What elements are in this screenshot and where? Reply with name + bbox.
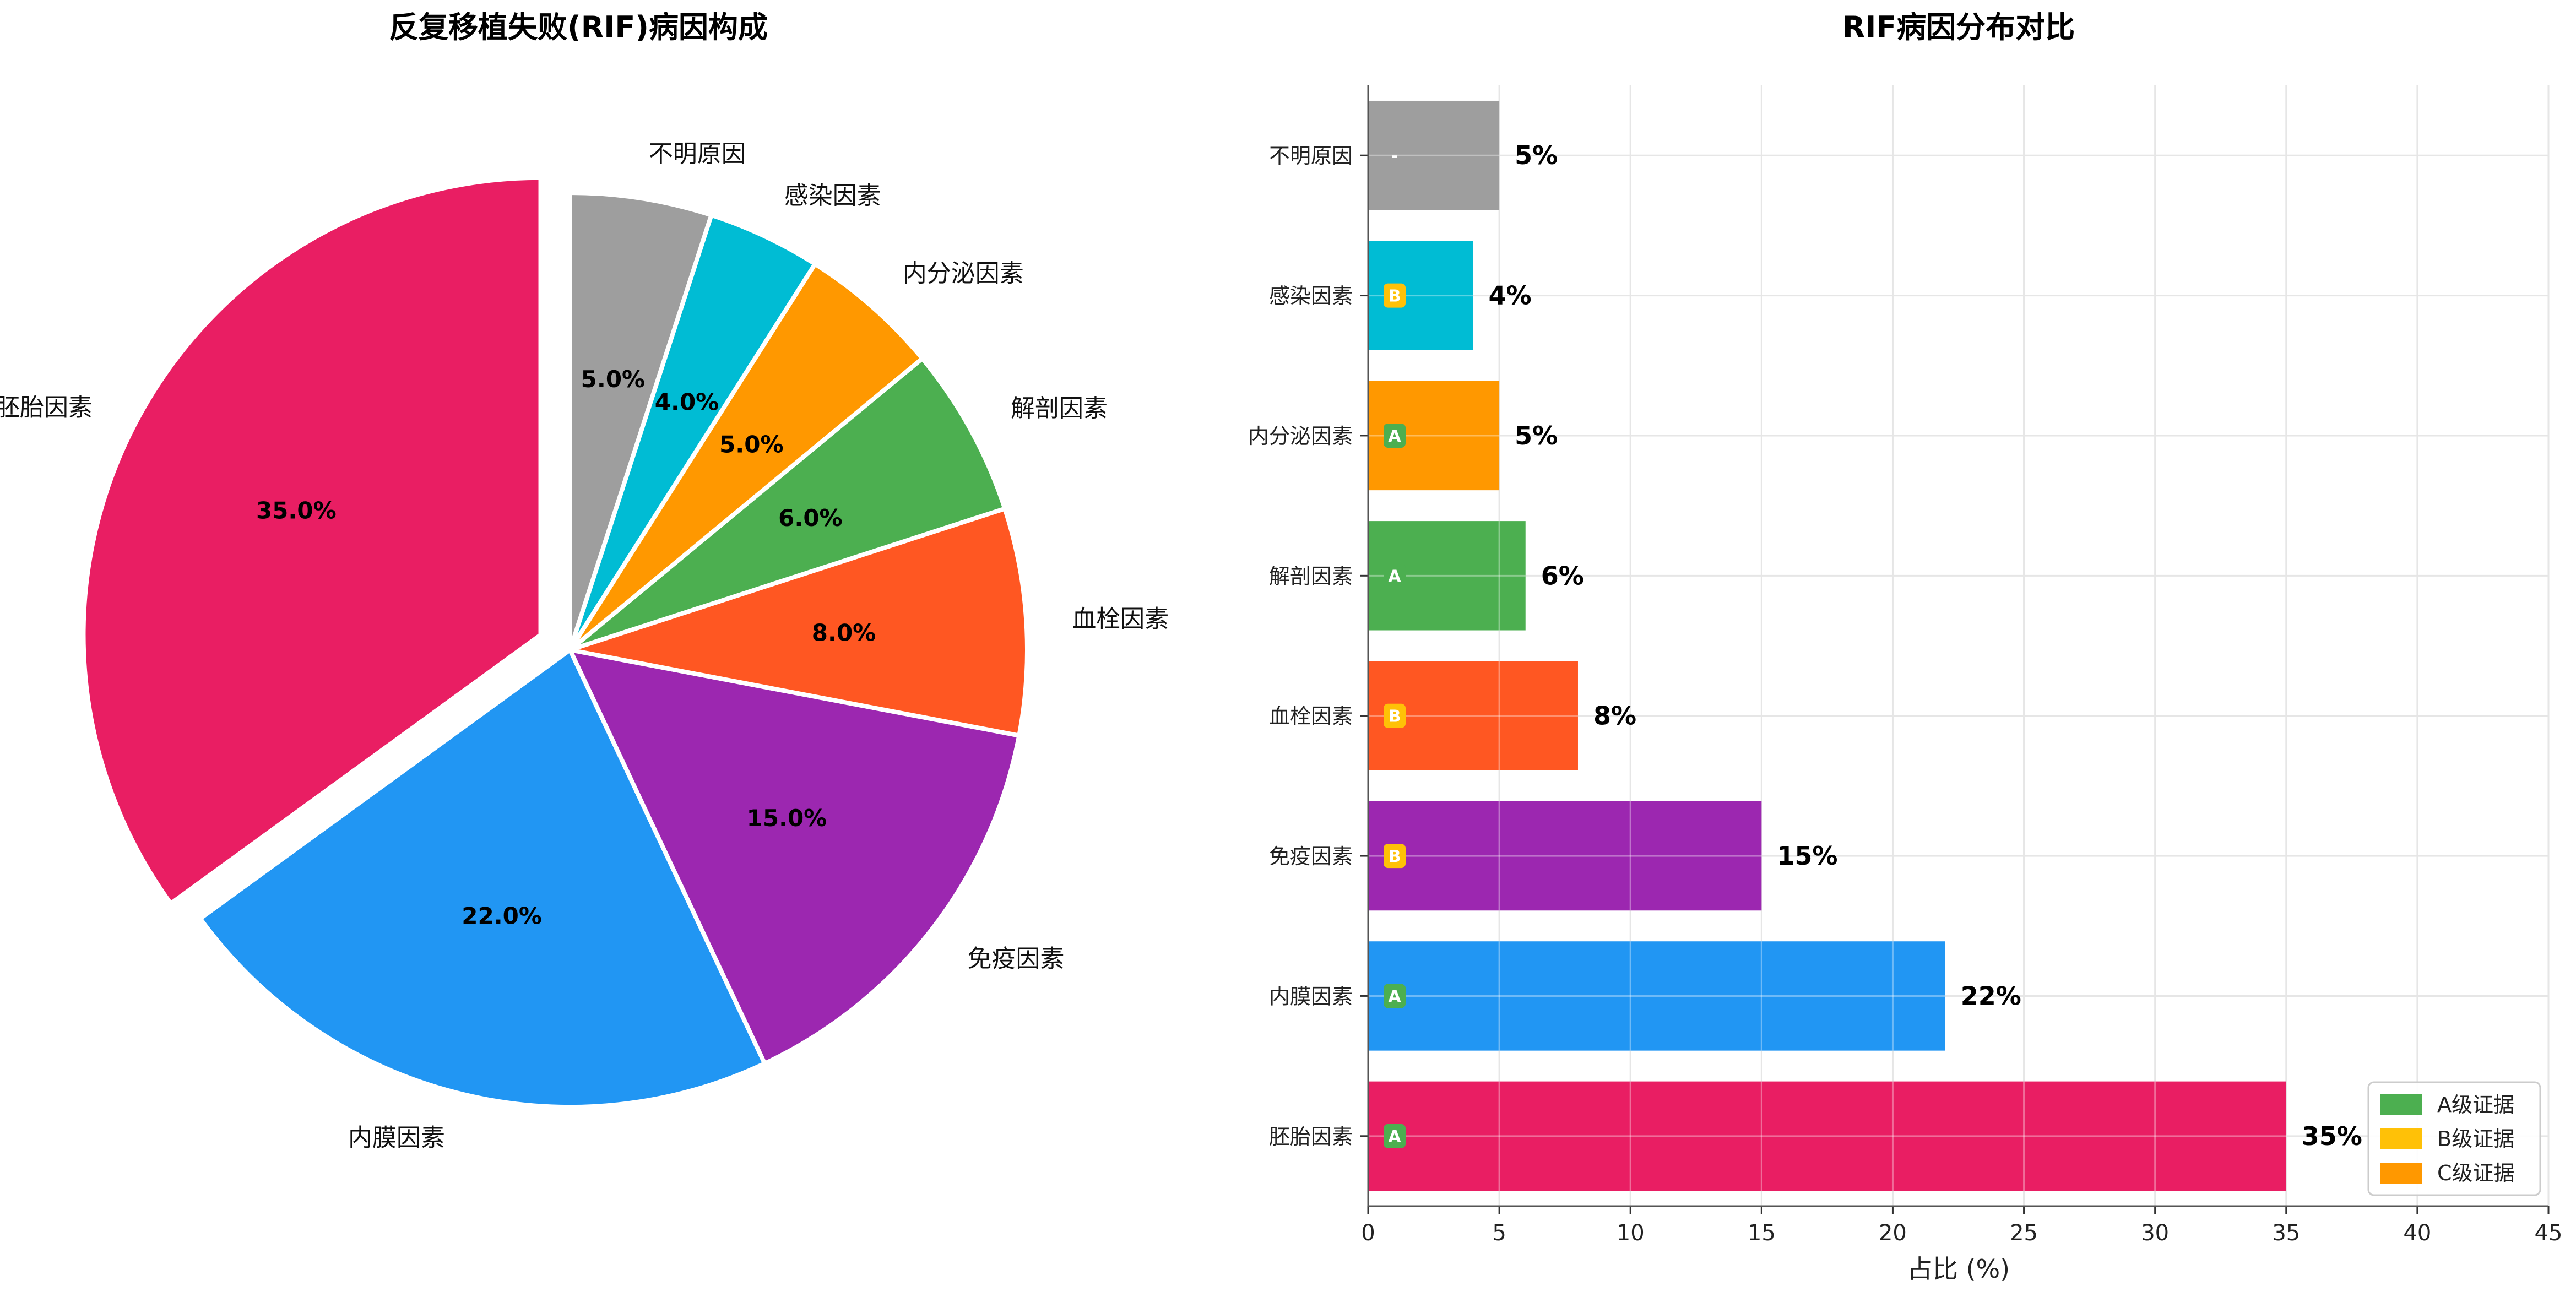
x-tick-label-item-5: 25 xyxy=(2010,1220,2038,1246)
bar-title: RIF病因分布对比 xyxy=(1842,10,2075,45)
pie-category-label-item-3: 血栓因素 xyxy=(1072,605,1169,633)
x-tick-label-item-6: 30 xyxy=(2141,1220,2169,1246)
x-tick-label-item-1: 5 xyxy=(1492,1220,1506,1246)
pie-pct-label-item-6: 4.0% xyxy=(655,388,719,415)
bar-item-0 xyxy=(1368,1081,2286,1191)
legend-swatch-item-0 xyxy=(2380,1094,2422,1115)
pie-slice-item-7 xyxy=(568,191,714,652)
pie-pct-label-item-5: 5.0% xyxy=(719,431,783,458)
bar-axes: 0 5 10 15 20 25 30 35 40 45 胚胎因素 内膜因素 免疫因素 血栓因素 解剖因素 内分… xyxy=(1248,85,2562,1246)
bar-value-label-item-6: 4% xyxy=(1488,281,1531,311)
y-category-label-item-7: 不明原因 xyxy=(1269,144,1353,168)
pie-slice-item-5 xyxy=(568,262,925,652)
pie-category-label-item-0: 胚胎因素 xyxy=(0,393,93,421)
evidence-badge-text-item-3: B xyxy=(1389,707,1401,726)
pie-category-label-item-4: 解剖因素 xyxy=(1011,394,1108,422)
pie-slice-item-6 xyxy=(568,213,817,652)
pie-chart: 反复移植失败(RIF)病因构成 35.0% 胚胎因素 22.0% 内膜因素 15.0% 免… xyxy=(0,10,1169,1152)
evidence-badge-text-item-1: A xyxy=(1388,987,1401,1006)
y-category-label-item-5: 内分泌因素 xyxy=(1248,424,1353,448)
evidence-badge-text-item-2: B xyxy=(1389,847,1401,866)
x-tick-label-item-3: 15 xyxy=(1748,1220,1776,1246)
x-tick-label-item-4: 20 xyxy=(1879,1220,1907,1246)
pie-category-label-item-6: 感染因素 xyxy=(784,182,881,210)
bar-value-label-item-3: 8% xyxy=(1593,701,1636,731)
evidence-badge-item-2 xyxy=(1384,844,1406,869)
pie-category-label-item-5: 内分泌因素 xyxy=(903,259,1024,287)
y-category-label-item-3: 血栓因素 xyxy=(1269,704,1353,729)
pie-slice-item-0 xyxy=(81,175,543,906)
pie-category-label-item-7: 不明原因 xyxy=(649,140,746,168)
x-tick-label-item-9: 45 xyxy=(2535,1220,2563,1246)
evidence-badge-item-3 xyxy=(1384,703,1406,728)
pie-pct-label-item-4: 6.0% xyxy=(778,504,842,531)
pie-pct-label-item-0: 35.0% xyxy=(256,497,337,524)
evidence-badge-item-1 xyxy=(1384,984,1406,1008)
x-tick-label-item-2: 10 xyxy=(1617,1220,1645,1246)
legend-swatch-item-2 xyxy=(2380,1163,2422,1184)
bar-chart: RIF病因分布对比 35% A 22% A 15% B 8% B 6% A 5% A 4% B 5% - 0 5… xyxy=(1248,10,2562,1284)
bar-value-label-item-2: 15% xyxy=(1777,841,1837,871)
x-tick-label-item-8: 40 xyxy=(2403,1220,2431,1246)
y-category-label-item-4: 解剖因素 xyxy=(1269,564,1353,588)
evidence-badge-text-item-7: - xyxy=(1391,146,1398,166)
pie-slice-item-2 xyxy=(568,648,1022,1066)
legend-swatch-item-1 xyxy=(2380,1128,2422,1149)
evidence-badge-text-item-0: A xyxy=(1388,1127,1401,1147)
legend-label-item-2: C级证据 xyxy=(2437,1161,2515,1185)
pie-title: 反复移植失败(RIF)病因构成 xyxy=(389,10,768,45)
evidence-badge-text-item-5: A xyxy=(1388,427,1401,446)
bar-legend: A级证据 B级证据 C级证据 xyxy=(2367,1081,2541,1196)
pie-category-label-item-1: 内膜因素 xyxy=(348,1124,445,1152)
pie-slice-item-4 xyxy=(568,356,1007,652)
legend-label-item-0: A级证据 xyxy=(2437,1093,2514,1117)
bar-item-1 xyxy=(1368,941,1945,1051)
bar-value-label-item-0: 35% xyxy=(2302,1121,2362,1151)
pie-pct-label-item-3: 8.0% xyxy=(812,620,876,647)
pie-slices xyxy=(81,175,1029,1109)
bar-value-label-item-5: 5% xyxy=(1515,421,1558,451)
bar-value-label-item-7: 5% xyxy=(1515,140,1558,170)
y-category-label-item-2: 免疫因素 xyxy=(1269,844,1353,869)
x-tick-label-item-7: 35 xyxy=(2272,1220,2300,1246)
evidence-badge-text-item-6: B xyxy=(1389,287,1401,306)
pie-slice-item-3 xyxy=(568,506,1029,738)
evidence-badge-text-item-4: A xyxy=(1388,567,1401,586)
pie-pct-label-item-2: 15.0% xyxy=(747,805,827,832)
bar-x-axis-title: 占比 (%) xyxy=(1907,1254,2010,1284)
bar-value-label-item-1: 22% xyxy=(1961,981,2021,1011)
bar-bars: 35% A 22% A 15% B 8% B 6% A 5% A 4% B 5% - xyxy=(1368,100,2362,1191)
pie-category-label-item-2: 免疫因素 xyxy=(967,945,1064,973)
pie-labels: 35.0% 胚胎因素 22.0% 内膜因素 15.0% 免疫因素 8.0% 血栓因素 6.0% 解… xyxy=(0,140,1169,1152)
pie-pct-label-item-7: 5.0% xyxy=(581,366,645,393)
evidence-badge-item-6 xyxy=(1384,283,1406,308)
y-category-label-item-0: 胚胎因素 xyxy=(1269,1125,1353,1149)
evidence-badge-item-0 xyxy=(1384,1124,1406,1148)
evidence-badge-item-5 xyxy=(1384,423,1406,448)
evidence-badge-item-4 xyxy=(1384,563,1406,588)
y-category-label-item-1: 内膜因素 xyxy=(1269,984,1353,1008)
x-tick-label-item-0: 0 xyxy=(1361,1220,1375,1246)
bar-value-label-item-4: 6% xyxy=(1541,561,1584,590)
y-category-label-item-6: 感染因素 xyxy=(1269,284,1353,308)
legend-label-item-1: B级证据 xyxy=(2437,1127,2514,1151)
pie-pct-label-item-1: 22.0% xyxy=(462,902,542,929)
bar-item-7 xyxy=(1368,100,1500,210)
bar-item-2 xyxy=(1368,801,1762,911)
